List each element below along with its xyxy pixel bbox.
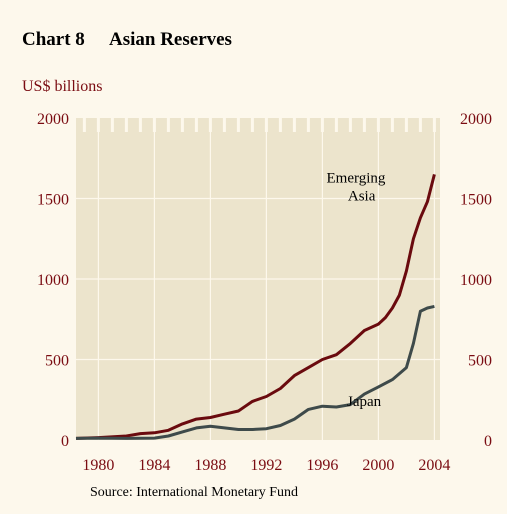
y-tick-label-right-0: 0 (484, 433, 492, 450)
chart-number: Chart 8 (22, 29, 85, 50)
y-tick-label-left-0: 0 (61, 433, 69, 450)
x-tick-label-2004: 2004 (418, 457, 450, 474)
x-tick-label-1992: 1992 (250, 457, 282, 474)
y-axis-unit-label: US$ billions (22, 78, 102, 95)
series-label-emerging-asia: Emerging Asia (327, 170, 386, 204)
axis-ticks: 1980 1984 1988 1992 1996 2000 2004 0 0 500 500 1000… (37, 111, 492, 474)
y-tick-label-right-500: 500 (468, 353, 492, 370)
grid-lines (76, 118, 440, 440)
series-label-line: Japan (347, 394, 382, 410)
series-labels: Emerging Asia Japan (327, 170, 386, 410)
series-label-japan: Japan (347, 394, 382, 410)
source-note: Source: International Monetary Fund (90, 485, 298, 500)
y-tick-label-left-500: 500 (45, 353, 69, 370)
x-tick-label-1980: 1980 (82, 457, 114, 474)
series-lines (75, 174, 436, 440)
y-tick-label-left-1000: 1000 (37, 272, 69, 289)
chart-title: Asian Reserves (109, 29, 232, 50)
x-tick-label-2000: 2000 (362, 457, 394, 474)
series-label-line: Asia (348, 188, 376, 204)
y-tick-label-right-1500: 1500 (460, 192, 492, 209)
x-tick-label-1984: 1984 (138, 457, 170, 474)
y-tick-label-left-2000: 2000 (37, 111, 69, 128)
y-tick-label-left-1500: 1500 (37, 192, 69, 209)
x-tick-label-1988: 1988 (194, 457, 226, 474)
x-tick-label-1996: 1996 (306, 457, 338, 474)
y-tick-label-right-2000: 2000 (460, 111, 492, 128)
series-line-emerging-asia (75, 174, 436, 440)
series-line-japan (75, 304, 435, 440)
y-tick-label-right-1000: 1000 (460, 272, 492, 289)
series-label-line: Emerging (327, 170, 386, 186)
